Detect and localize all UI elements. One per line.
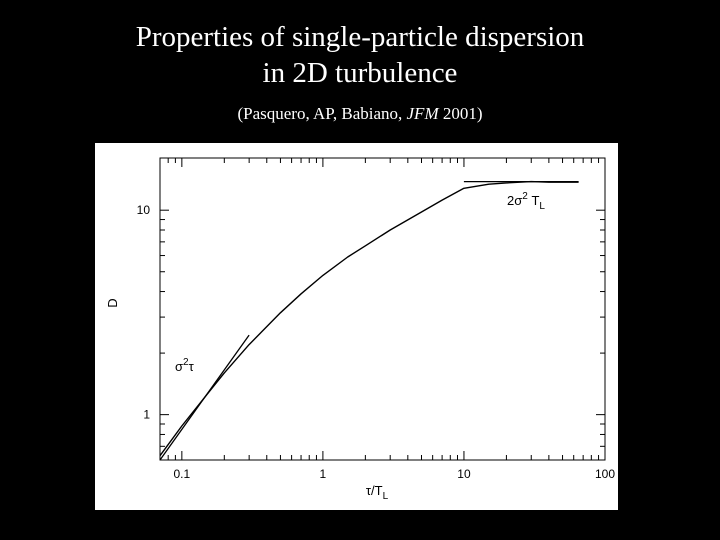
y-axis-label: D (105, 298, 120, 307)
long-time-label-sub: L (539, 201, 545, 212)
x-axis-label-sub: L (383, 491, 389, 502)
long-time-label-main: 2σ (507, 193, 522, 208)
citation-suffix: 2001) (438, 104, 483, 123)
short-time-label-sup: 2 (183, 357, 189, 368)
x-axis-label: τ/TL (366, 483, 389, 502)
citation-journal: JFM (406, 104, 439, 123)
y-tick-label: 1 (143, 408, 150, 422)
x-axis-label-main: τ/T (366, 483, 383, 498)
x-tick-label: 10 (457, 467, 471, 481)
long-time-label-tail: T (528, 193, 540, 208)
short-time-label-tail: τ (189, 359, 195, 374)
citation: (Pasquero, AP, Babiano, JFM 2001) (0, 104, 720, 124)
citation-prefix: (Pasquero, AP, Babiano, (237, 104, 407, 123)
plot-panel: τ/TL D σ2τ 2σ2 TL 0.1 1 10 100 1 10 (95, 143, 618, 510)
long-time-label: 2σ2 TL (507, 191, 545, 212)
short-time-label: σ2τ (175, 357, 195, 374)
dispersion-curve-0 (159, 180, 579, 457)
slide-title-line2: in 2D turbulence (262, 57, 458, 89)
x-tick-label: 0.1 (174, 467, 191, 481)
x-tick-label: 100 (595, 467, 615, 481)
slide-title-line1: Properties of single-particle dispersion (135, 21, 585, 53)
long-time-label-sup: 2 (522, 191, 528, 202)
x-tick-label: 1 (320, 467, 327, 481)
short-time-label-main: σ (175, 359, 183, 374)
y-tick-label: 10 (137, 203, 151, 217)
plot-frame (159, 157, 606, 461)
